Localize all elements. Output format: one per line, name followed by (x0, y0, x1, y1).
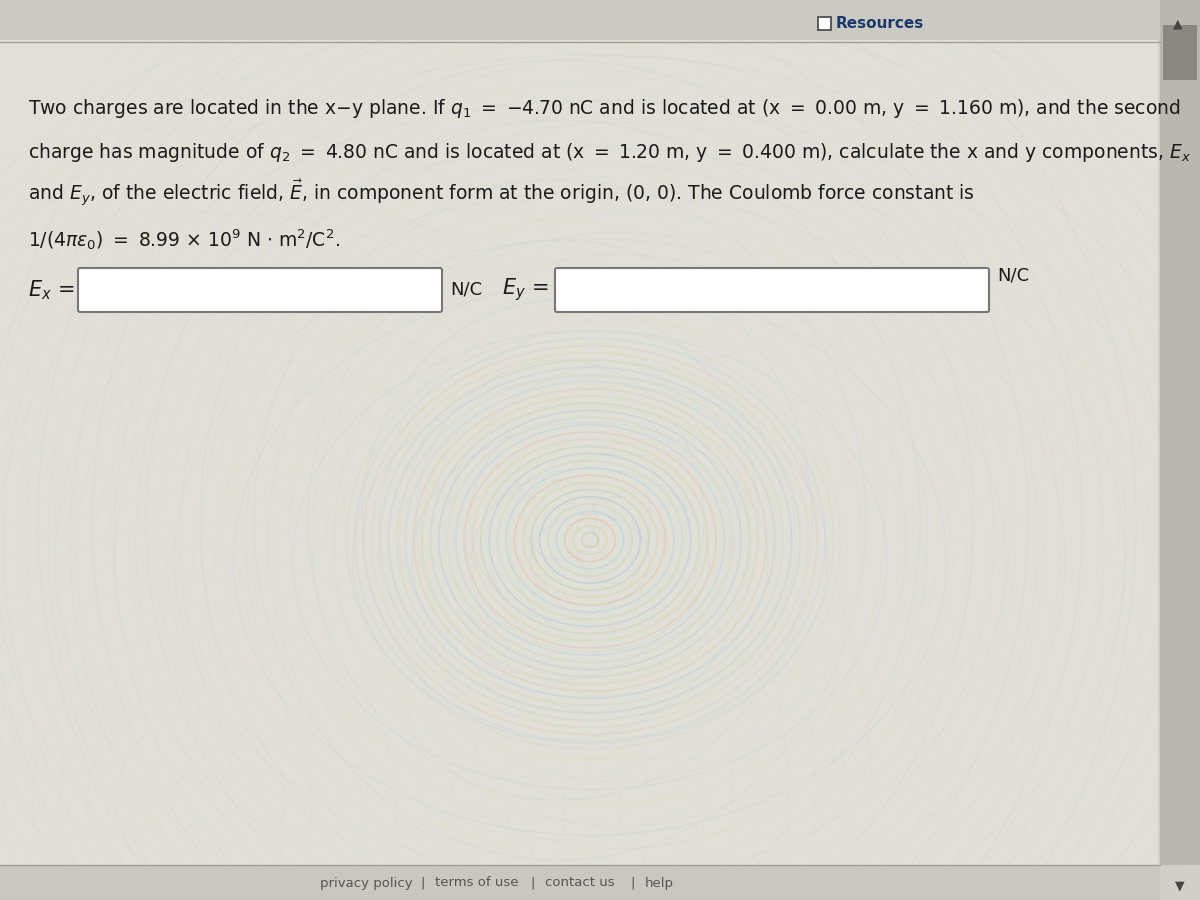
Text: charge has magnitude of $q_2$ $=$ 4.80 nC and is located at (x $=$ 1.20 m, y $=$: charge has magnitude of $q_2$ $=$ 4.80 n… (28, 141, 1192, 164)
FancyBboxPatch shape (0, 0, 1200, 40)
Text: N/C: N/C (450, 281, 482, 299)
Text: Two charges are located in the x$-$y plane. If $q_1$ $=$ $-$4.70 nC and is locat: Two charges are located in the x$-$y pla… (28, 97, 1181, 120)
Text: $E_y$ =: $E_y$ = (502, 276, 548, 303)
FancyBboxPatch shape (818, 17, 830, 30)
FancyBboxPatch shape (554, 268, 989, 312)
FancyBboxPatch shape (0, 37, 1158, 865)
Text: privacy policy: privacy policy (320, 877, 413, 889)
Text: |: | (530, 877, 534, 889)
FancyBboxPatch shape (1163, 25, 1198, 80)
FancyBboxPatch shape (78, 268, 442, 312)
Text: $E_x$ =: $E_x$ = (28, 278, 74, 302)
Text: N/C: N/C (997, 266, 1030, 284)
Text: ▼: ▼ (1175, 879, 1184, 893)
FancyBboxPatch shape (0, 865, 1160, 900)
Text: 1/(4$\pi\varepsilon_0$) $=$ 8.99 $\times$ 10$^9$ N $\cdot$ m$^2$/C$^2$.: 1/(4$\pi\varepsilon_0$) $=$ 8.99 $\times… (28, 227, 340, 252)
Text: Resources: Resources (836, 16, 924, 32)
Text: |: | (630, 877, 635, 889)
Text: help: help (646, 877, 674, 889)
Text: |: | (420, 877, 425, 889)
Text: and $E_y$, of the electric field, $\vec{E}$, in component form at the origin, (0: and $E_y$, of the electric field, $\vec{… (28, 177, 974, 208)
Text: contact us: contact us (545, 877, 614, 889)
FancyBboxPatch shape (1160, 0, 1200, 865)
Text: ▲: ▲ (1174, 17, 1183, 31)
Text: terms of use: terms of use (436, 877, 518, 889)
